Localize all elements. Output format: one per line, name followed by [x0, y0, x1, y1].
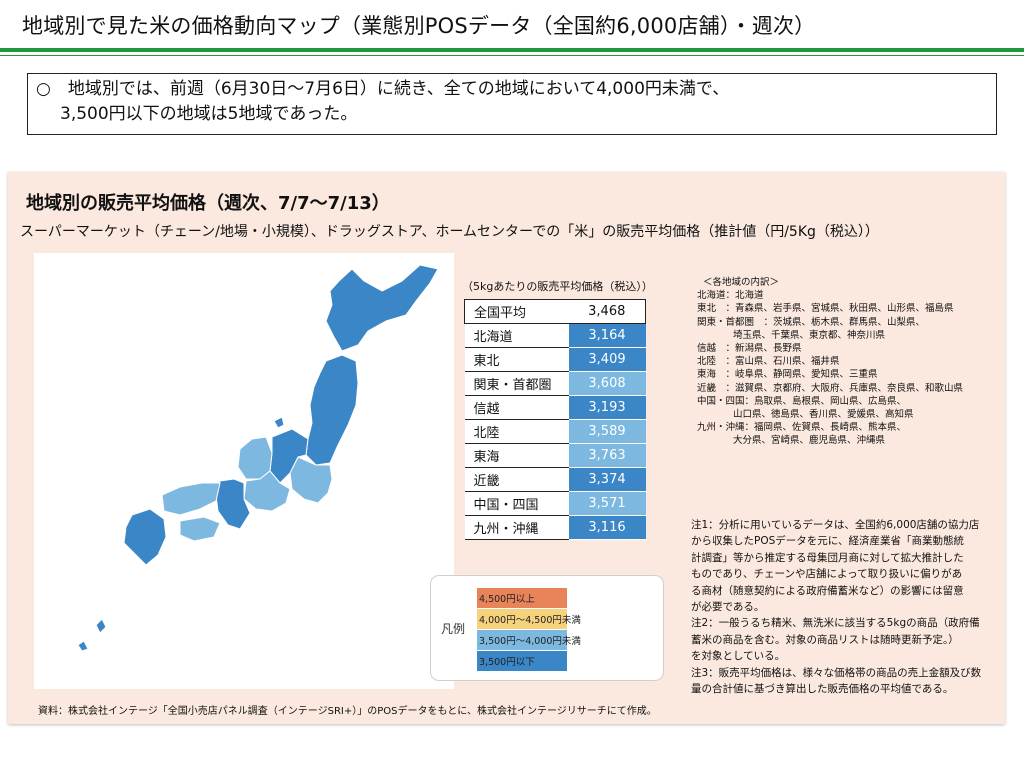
region-label: 東海	[464, 443, 569, 468]
average-value: 3,468	[568, 299, 646, 324]
breakdown-line: 関東・首都圏 ：茨城県、栃木県、群馬県、山梨県、	[697, 316, 926, 328]
legend-swatch	[477, 630, 567, 650]
note-line: ものであり、チェーンや店舗によって取り扱いに偏りがあ	[691, 568, 963, 581]
breakdown-line: 東北 ：青森県、岩手県、宮城県、秋田県、山形県、福島県	[697, 303, 954, 315]
price-table-body: 全国平均 3,468 北海道 3,164 東北 3,409 関東・首都圏 3,608 信越 3…	[464, 299, 646, 540]
breakdown-line: 埼玉県、千葉県、東京都、神奈川県	[733, 329, 886, 341]
region-label: 信越	[464, 395, 569, 420]
region-label: 北陸	[464, 419, 569, 444]
note-line: 計調査」等から推定する母集団月商に対して拡大推計した	[691, 551, 964, 564]
region-label: 近畿	[464, 467, 569, 492]
breakdown-line: 信越 ：新潟県、長野県	[697, 343, 802, 355]
legend-item: 4,500円以上	[477, 588, 663, 608]
notes: 注1：分析に用いているデータは、全国約6,000店舗の協力店 から収集したPOS…	[691, 517, 991, 697]
table-row: 近畿 3,374	[464, 467, 646, 492]
region-price-value: 3,763	[568, 443, 646, 468]
table-row: 中国・四国 3,571	[464, 491, 646, 516]
legend-label: 3,500円以下	[479, 657, 535, 668]
region-price-value: 3,571	[568, 491, 646, 516]
region-price-value: 3,164	[568, 323, 646, 348]
region-label: 九州・沖縄	[464, 515, 569, 540]
region-price-value: 3,589	[568, 419, 646, 444]
legend-label: 4,500円以上	[479, 594, 535, 605]
legend-swatch	[477, 588, 567, 608]
note-line: 注2：一般うるち精米、無洗米に該当する5kgの商品（政府備	[691, 617, 980, 630]
breakdown-line: 北海道：北海道	[697, 290, 764, 302]
region-breakdown: ＜各地域の内訳＞ 北海道：北海道 東北 ：青森県、岩手県、宮城県、秋田県、山形県…	[697, 276, 963, 448]
table-row-average: 全国平均 3,468	[464, 299, 646, 324]
region-hokkaido	[325, 264, 439, 352]
average-label: 全国平均	[464, 299, 569, 324]
note-line: る商材（随意契約による政府備蓄米など）の影響には留意	[691, 584, 964, 597]
japan-map	[34, 253, 454, 689]
legend-label: 4,000円～4,500円未満	[479, 615, 581, 626]
table-row: 北陸 3,589	[464, 419, 646, 444]
source-note: 資料：株式会社インテージ「全国小売店パネル調査（インテージSRI+）」のPOSデ…	[38, 706, 657, 717]
breakdown-line: 山口県、徳島県、香川県、愛媛県、高知県	[733, 409, 914, 421]
note-line: が必要である。	[691, 601, 765, 614]
table-row: 信越 3,193	[464, 395, 646, 420]
region-chugoku	[161, 482, 221, 516]
japan-map-svg	[77, 264, 439, 652]
legend-item: 3,500円以下	[477, 651, 663, 671]
price-table: 全国平均 3,468 北海道 3,164 東北 3,409 関東・首都圏 3,608 信越 3…	[464, 299, 646, 540]
legend-swatch	[477, 651, 567, 671]
region-price-value: 3,608	[568, 371, 646, 396]
table-caption: （5kgあたりの販売平均価格（税込））	[462, 280, 653, 293]
region-tohoku	[305, 354, 359, 466]
section-title: 地域別の販売平均価格（週次、7/7～7/13）	[26, 193, 390, 214]
legend-swatch	[477, 609, 567, 629]
summary-box: ○ 地域別では、前週（6月30日～7月6日）に続き、全ての地域において4,000…	[27, 73, 997, 135]
breakdown-line: 東海 ：岐阜県、静岡県、愛知県、三重県	[697, 369, 878, 381]
region-okinawa	[95, 618, 107, 634]
legend: 凡例 4,500円以上 4,000円～4,500円未満 3,500円～4,000円未…	[430, 575, 664, 681]
breakdown-line: 中国・四国：鳥取県、島根県、岡山県、広島県、	[697, 395, 907, 407]
region-shikoku	[179, 516, 221, 542]
breakdown-title: ＜各地域の内訳＞	[703, 277, 780, 288]
region-price-value: 3,116	[568, 515, 646, 540]
region-label: 関東・首都圏	[464, 371, 569, 396]
note-line: 注3：販売平均価格は、様々な価格帯の商品の売上金額及び数	[691, 666, 982, 679]
region-price-value: 3,409	[568, 347, 646, 372]
region-kanto	[289, 456, 333, 504]
summary-line-2: 3,500円以下の地域は5地域であった。	[60, 104, 358, 124]
note-line: 量の合計値に基づき算出した販売価格の平均値である。	[691, 683, 954, 696]
legend-item: 3,500円～4,000円未満	[477, 630, 663, 650]
breakdown-line: 九州・沖縄：福岡県、佐賀県、長崎県、熊本県、	[697, 422, 907, 434]
note-line: 蓄米の商品を含む。対象の商品リストは随時更新予定。）	[691, 633, 959, 646]
region-tokai	[243, 470, 291, 512]
breakdown-line: 大分県、宮崎県、鹿児島県、沖縄県	[733, 435, 886, 447]
page-title: 地域別で見た米の価格動向マップ（業態別POSデータ（全国約6,000店舗）・週次…	[22, 14, 816, 38]
breakdown-line: 近畿 ：滋賀県、京都府、大阪府、兵庫県、奈良県、和歌山県	[697, 382, 964, 394]
region-kyushu	[123, 508, 167, 566]
table-row: 東北 3,409	[464, 347, 646, 372]
table-row: 北海道 3,164	[464, 323, 646, 348]
region-hokuriku	[237, 436, 273, 480]
legend-title: 凡例	[441, 622, 466, 636]
table-row: 九州・沖縄 3,116	[464, 515, 646, 540]
table-row: 東海 3,763	[464, 443, 646, 468]
section-description: スーパーマーケット（チェーン/地場・小規模）、ドラッグストア、ホームセンターでの…	[20, 224, 879, 240]
summary-line-1: ○ 地域別では、前週（6月30日～7月6日）に続き、全ての地域において4,000…	[36, 79, 730, 99]
region-okinawa-isles	[77, 640, 89, 652]
legend-label: 3,500円～4,000円未満	[479, 636, 581, 647]
note-line: から収集したPOSデータを元に、経済産業省「商業動態統	[691, 535, 964, 548]
note-line: を対象としている。	[691, 650, 786, 663]
region-label: 中国・四国	[464, 491, 569, 516]
title-rule-thin	[0, 55, 1024, 56]
note-line: 注1：分析に用いているデータは、全国約6,000店舗の協力店	[691, 519, 980, 531]
region-price-value: 3,374	[568, 467, 646, 492]
title-rule-thick	[0, 48, 1024, 52]
table-row: 関東・首都圏 3,608	[464, 371, 646, 396]
region-price-value: 3,193	[568, 395, 646, 420]
breakdown-line: 北陸 ：富山県、石川県、福井県	[697, 356, 840, 368]
region-sado	[273, 416, 285, 429]
region-label: 東北	[464, 347, 569, 372]
region-label: 北海道	[464, 323, 569, 348]
region-kinki	[215, 478, 251, 530]
legend-item: 4,000円～4,500円未満	[477, 609, 663, 629]
